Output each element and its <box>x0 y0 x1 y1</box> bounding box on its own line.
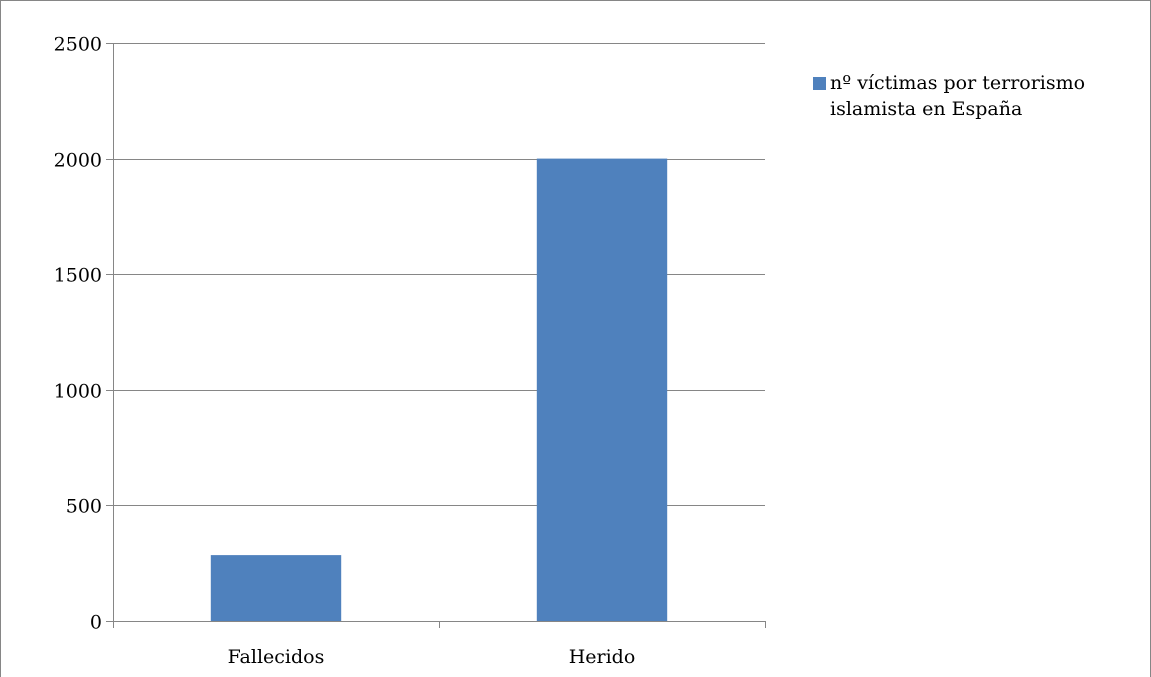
y-tick-label: 2000 <box>54 150 102 172</box>
bar-herido <box>536 158 668 621</box>
bars <box>210 158 668 621</box>
bar-fallecidos <box>210 555 342 621</box>
y-tick-label: 2500 <box>54 34 102 56</box>
y-tick-label: 0 <box>90 612 102 634</box>
y-tick-label: 1000 <box>54 381 102 403</box>
gridlines <box>113 43 765 506</box>
legend: nº víctimas por terrorismo islamista en … <box>813 70 1143 122</box>
axes <box>106 43 766 628</box>
y-tick-label: 500 <box>66 496 102 518</box>
tick-labels: 0 500 1000 1500 2000 2500 Fallecidos Herido <box>54 34 636 669</box>
legend-entry-label: nº víctimas por terrorismo islamista en … <box>830 72 1086 120</box>
y-tick-label: 1500 <box>54 265 102 287</box>
x-tick-label: Fallecidos <box>228 646 325 668</box>
x-tick-label: Herido <box>569 646 636 668</box>
legend-swatch <box>813 77 826 90</box>
